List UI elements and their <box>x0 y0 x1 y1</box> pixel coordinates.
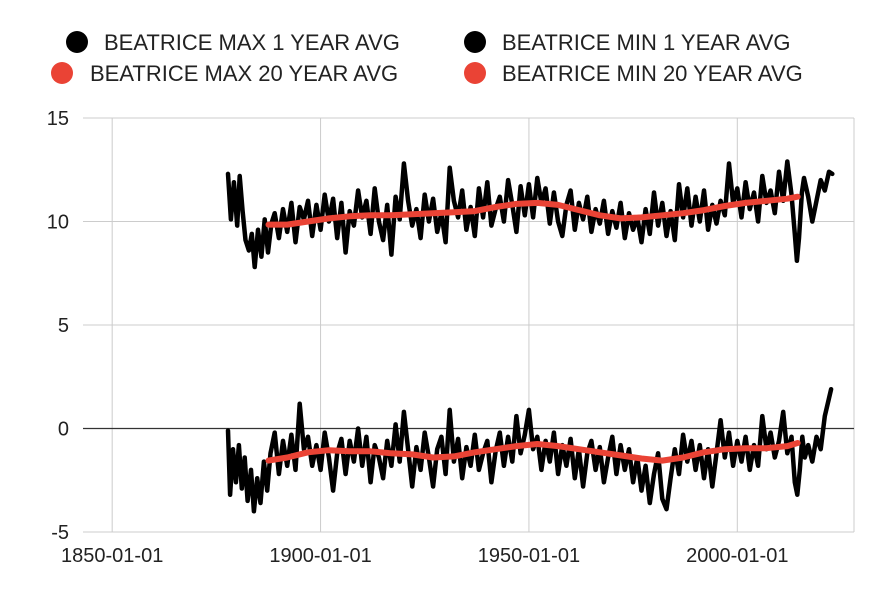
y-tick-label: 15 <box>47 108 69 130</box>
grid <box>83 117 855 533</box>
y-tick-label: -5 <box>51 522 69 544</box>
legend-swatch <box>51 62 73 84</box>
series-layer <box>225 159 835 514</box>
legend-label: BEATRICE MAX 1 YEAR AVG <box>104 30 400 55</box>
legend-item[interactable]: BEATRICE MAX 20 YEAR AVG <box>51 61 398 86</box>
legend-swatch <box>66 31 88 53</box>
x-tick-label: 2000-01-01 <box>686 545 788 567</box>
legend-label: BEATRICE MIN 20 YEAR AVG <box>502 61 803 86</box>
x-tick-label: 1850-01-01 <box>61 545 163 567</box>
y-tick-label: 0 <box>58 419 69 441</box>
series-line-beatrice-min-20-year-avg <box>265 440 801 464</box>
series-line-beatrice-max-1-year-avg <box>225 159 835 270</box>
legend-item[interactable]: BEATRICE MIN 1 YEAR AVG <box>464 30 791 55</box>
legend-swatch <box>464 62 486 84</box>
legend-label: BEATRICE MAX 20 YEAR AVG <box>90 61 398 86</box>
y-tick-label: 10 <box>47 212 69 234</box>
x-axis-tick-labels: 1850-01-01 1900-01-01 1950-01-01 2000-01-01 <box>61 545 788 567</box>
legend: BEATRICE MAX 1 YEAR AVG BEATRICE MIN 1 YE… <box>51 30 803 86</box>
x-tick-label: 1900-01-01 <box>269 545 371 567</box>
legend-item[interactable]: BEATRICE MAX 1 YEAR AVG <box>66 30 400 55</box>
y-tick-label: 5 <box>58 315 69 337</box>
y-axis-tick-labels: -5 0 5 10 15 <box>47 108 69 544</box>
x-tick-label: 1950-01-01 <box>478 545 580 567</box>
legend-item[interactable]: BEATRICE MIN 20 YEAR AVG <box>464 61 803 86</box>
series-line-beatrice-max-20-year-avg <box>265 193 801 228</box>
legend-label: BEATRICE MIN 1 YEAR AVG <box>502 30 791 55</box>
legend-swatch <box>464 31 486 53</box>
